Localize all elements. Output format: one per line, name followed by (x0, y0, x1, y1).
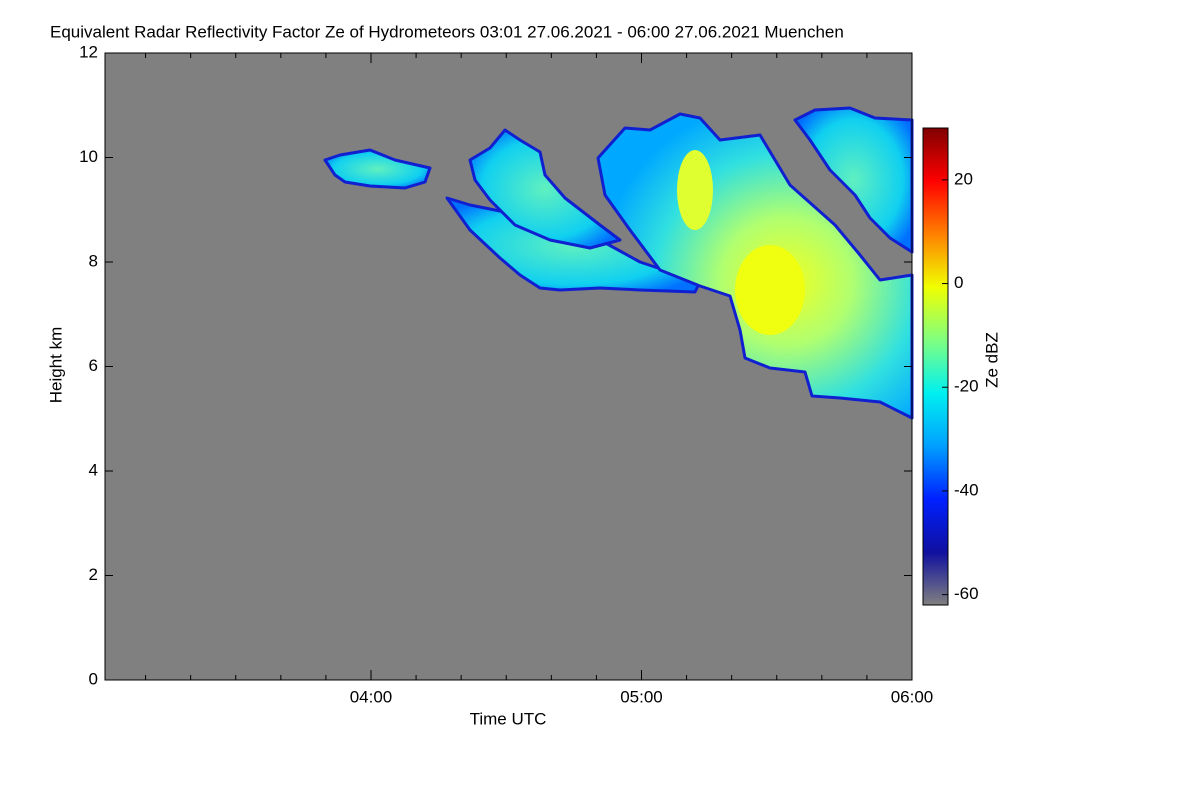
y-axis-label: Height km (46, 327, 65, 404)
colorbar-tick-label: -40 (954, 480, 979, 499)
colorbar-tick-label: 0 (954, 273, 963, 292)
y-tick-label: 4 (89, 460, 98, 479)
x-tick-label: 04:00 (350, 687, 393, 706)
y-tick-label: 0 (89, 669, 98, 688)
y-tick-label: 8 (89, 251, 98, 270)
x-axis-label: Time UTC (470, 709, 547, 728)
echo-region (323, 106, 914, 420)
y-tick-label: 10 (79, 147, 98, 166)
colorbar-label: Ze dBZ (982, 332, 1001, 388)
x-tick-label: 06:00 (891, 687, 934, 706)
colorbar (922, 127, 949, 606)
x-tick-label: 05:00 (620, 687, 663, 706)
colorbar-tick-label: -60 (954, 584, 979, 603)
y-tick-label: 2 (89, 565, 98, 584)
y-tick-label: 12 (79, 42, 98, 61)
y-tick-label: 6 (89, 356, 98, 375)
colorbar-tick-label: -20 (954, 377, 979, 396)
colorbar-tick-label: 20 (954, 169, 973, 188)
chart-title: Equivalent Radar Reflectivity Factor Ze … (50, 22, 844, 41)
